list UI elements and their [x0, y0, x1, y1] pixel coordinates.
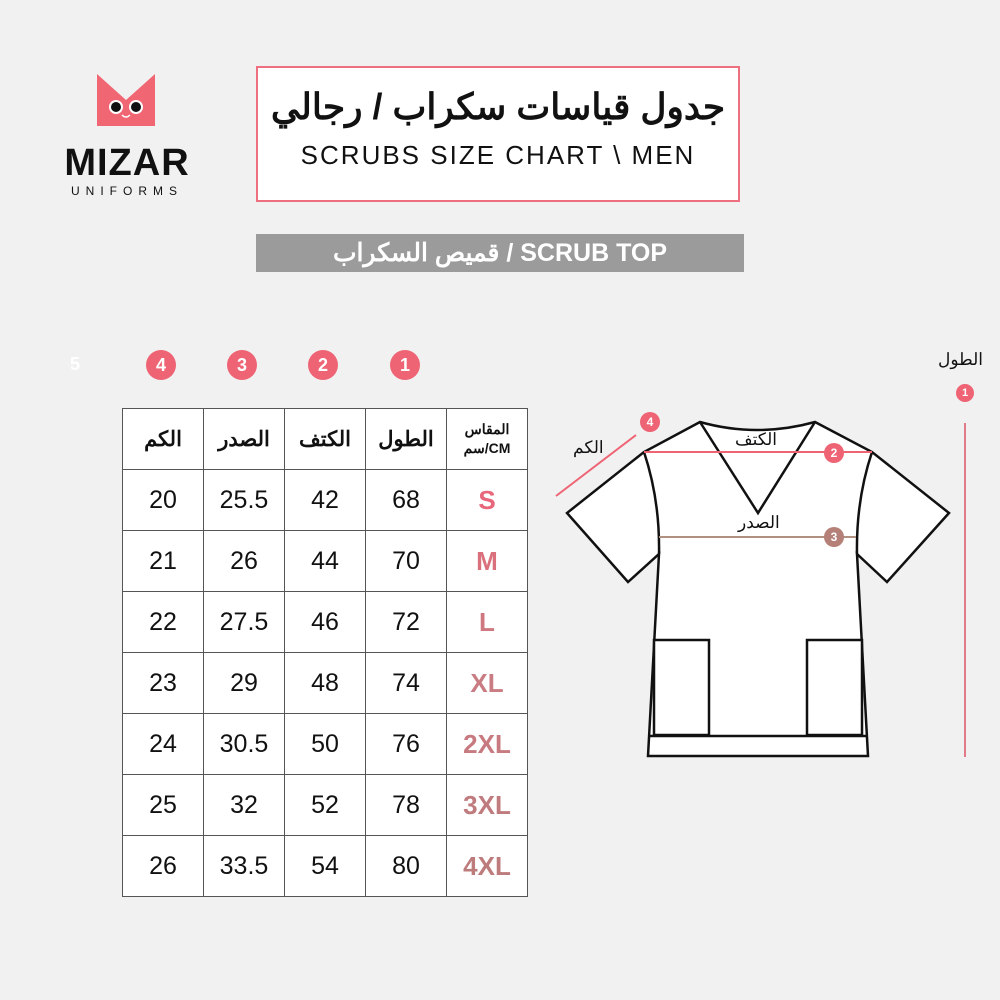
header-size-unit: CM/سم: [463, 440, 511, 456]
cell-shoulder: 46: [284, 591, 366, 653]
brand-subtitle: UNIFORMS: [71, 184, 183, 198]
cell-size: 3XL: [446, 774, 528, 836]
column-badge-4: 4: [146, 350, 176, 380]
cell-chest: 29: [203, 652, 285, 714]
cell-length: 78: [365, 774, 447, 836]
cell-length: 80: [365, 835, 447, 897]
cell-shoulder: 42: [284, 469, 366, 531]
right-pocket: [805, 638, 864, 737]
cell-chest: 27.5: [203, 591, 285, 653]
table-row: 20 25.5 42 68 S: [122, 469, 528, 531]
cell-length: 68: [365, 469, 447, 531]
cell-sleeve: 22: [122, 591, 204, 653]
cell-size: XL: [446, 652, 528, 714]
cell-shoulder: 48: [284, 652, 366, 714]
cell-sleeve: 20: [122, 469, 204, 531]
column-badge-2: 2: [308, 350, 338, 380]
length-marker: 1: [956, 384, 974, 402]
header-size-ar: المقاس: [464, 421, 510, 437]
cell-length: 72: [365, 591, 447, 653]
cell-shoulder: 50: [284, 713, 366, 775]
sleeve-line: [555, 434, 637, 497]
cell-size: 4XL: [446, 835, 528, 897]
column-badge-3: 3: [227, 350, 257, 380]
cell-chest: 25.5: [203, 469, 285, 531]
table-row: 26 33.5 54 80 4XL: [122, 835, 528, 897]
cell-chest: 32: [203, 774, 285, 836]
cell-sleeve: 24: [122, 713, 204, 775]
title-arabic: جدول قياسات سكراب / رجالي: [270, 86, 726, 127]
length-label: الطول: [938, 350, 983, 369]
table-row: 23 29 48 74 XL: [122, 652, 528, 714]
cell-chest: 26: [203, 530, 285, 592]
shirt-body: [565, 420, 951, 758]
chest-label: الصدر: [738, 513, 780, 532]
table-row: 22 27.5 46 72 L: [122, 591, 528, 653]
table-row: 25 32 52 78 3XL: [122, 774, 528, 836]
left-pocket: [652, 638, 711, 737]
cell-chest: 33.5: [203, 835, 285, 897]
table-row: 24 30.5 50 76 2XL: [122, 713, 528, 775]
chest-marker: 3: [824, 527, 844, 547]
brand-name: MIZAR: [64, 142, 190, 184]
cell-sleeve: 26: [122, 835, 204, 897]
cell-size: S: [446, 469, 528, 531]
cell-length: 74: [365, 652, 447, 714]
cell-sleeve: 25: [122, 774, 204, 836]
shoulder-label: الكتف: [735, 430, 778, 449]
cell-length: 76: [365, 713, 447, 775]
scrub-top-diagram: [565, 420, 951, 758]
mizar-logo-icon: [97, 74, 155, 126]
header-sleeve: الكم: [122, 408, 204, 470]
cell-size: L: [446, 591, 528, 653]
shoulder-marker: 2: [824, 443, 844, 463]
header-size: المقاس CM/سم: [446, 408, 528, 470]
title-box: جدول قياسات سكراب / رجالي SCRUBS SIZE CH…: [256, 66, 740, 202]
title-english: SCRUBS SIZE CHART \ MEN: [300, 140, 696, 170]
cell-shoulder: 44: [284, 530, 366, 592]
header-chest: الصدر: [203, 408, 285, 470]
cell-chest: 30.5: [203, 713, 285, 775]
cell-size: 2XL: [446, 713, 528, 775]
sleeve-label: الكم: [573, 438, 604, 457]
header-length: الطول: [365, 408, 447, 470]
column-badge-1: 1: [390, 350, 420, 380]
table-header-row: الكم الصدر الكتف الطول المقاس CM/سم: [122, 408, 528, 470]
cell-sleeve: 21: [122, 530, 204, 592]
cell-size: M: [446, 530, 528, 592]
cell-shoulder: 52: [284, 774, 366, 836]
cell-length: 70: [365, 530, 447, 592]
size-table: الكم الصدر الكتف الطول المقاس CM/سم 20 25.…: [122, 408, 528, 897]
cell-sleeve: 23: [122, 652, 204, 714]
table-row: 21 26 44 70 M: [122, 530, 528, 592]
cell-shoulder: 54: [284, 835, 366, 897]
column-number-5: 5: [70, 354, 81, 374]
section-header: قميص السكراب / SCRUB TOP: [256, 234, 744, 272]
sleeve-marker: 4: [640, 412, 660, 432]
header-shoulder: الكتف: [284, 408, 366, 470]
